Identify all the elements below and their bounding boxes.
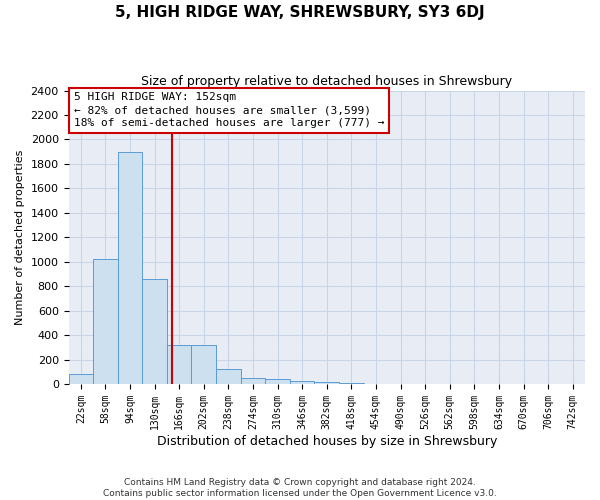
Bar	[314, 382, 339, 384]
Bar	[191, 346, 216, 384]
Y-axis label: Number of detached properties: Number of detached properties	[15, 150, 25, 325]
Title: Size of property relative to detached houses in Shrewsbury: Size of property relative to detached ho…	[141, 75, 512, 88]
Text: 5, HIGH RIDGE WAY, SHREWSBURY, SY3 6DJ: 5, HIGH RIDGE WAY, SHREWSBURY, SY3 6DJ	[115, 5, 485, 20]
Bar	[339, 382, 364, 384]
X-axis label: Distribution of detached houses by size in Shrewsbury: Distribution of detached houses by size …	[157, 434, 497, 448]
Text: Contains HM Land Registry data © Crown copyright and database right 2024.
Contai: Contains HM Land Registry data © Crown c…	[103, 478, 497, 498]
Text: 5 HIGH RIDGE WAY: 152sqm
← 82% of detached houses are smaller (3,599)
18% of sem: 5 HIGH RIDGE WAY: 152sqm ← 82% of detach…	[74, 92, 384, 128]
Bar	[68, 374, 93, 384]
Bar	[167, 345, 191, 384]
Bar	[93, 260, 118, 384]
Bar	[241, 378, 265, 384]
Bar	[290, 381, 314, 384]
Bar	[118, 152, 142, 384]
Bar	[142, 279, 167, 384]
Bar	[265, 379, 290, 384]
Bar	[216, 370, 241, 384]
